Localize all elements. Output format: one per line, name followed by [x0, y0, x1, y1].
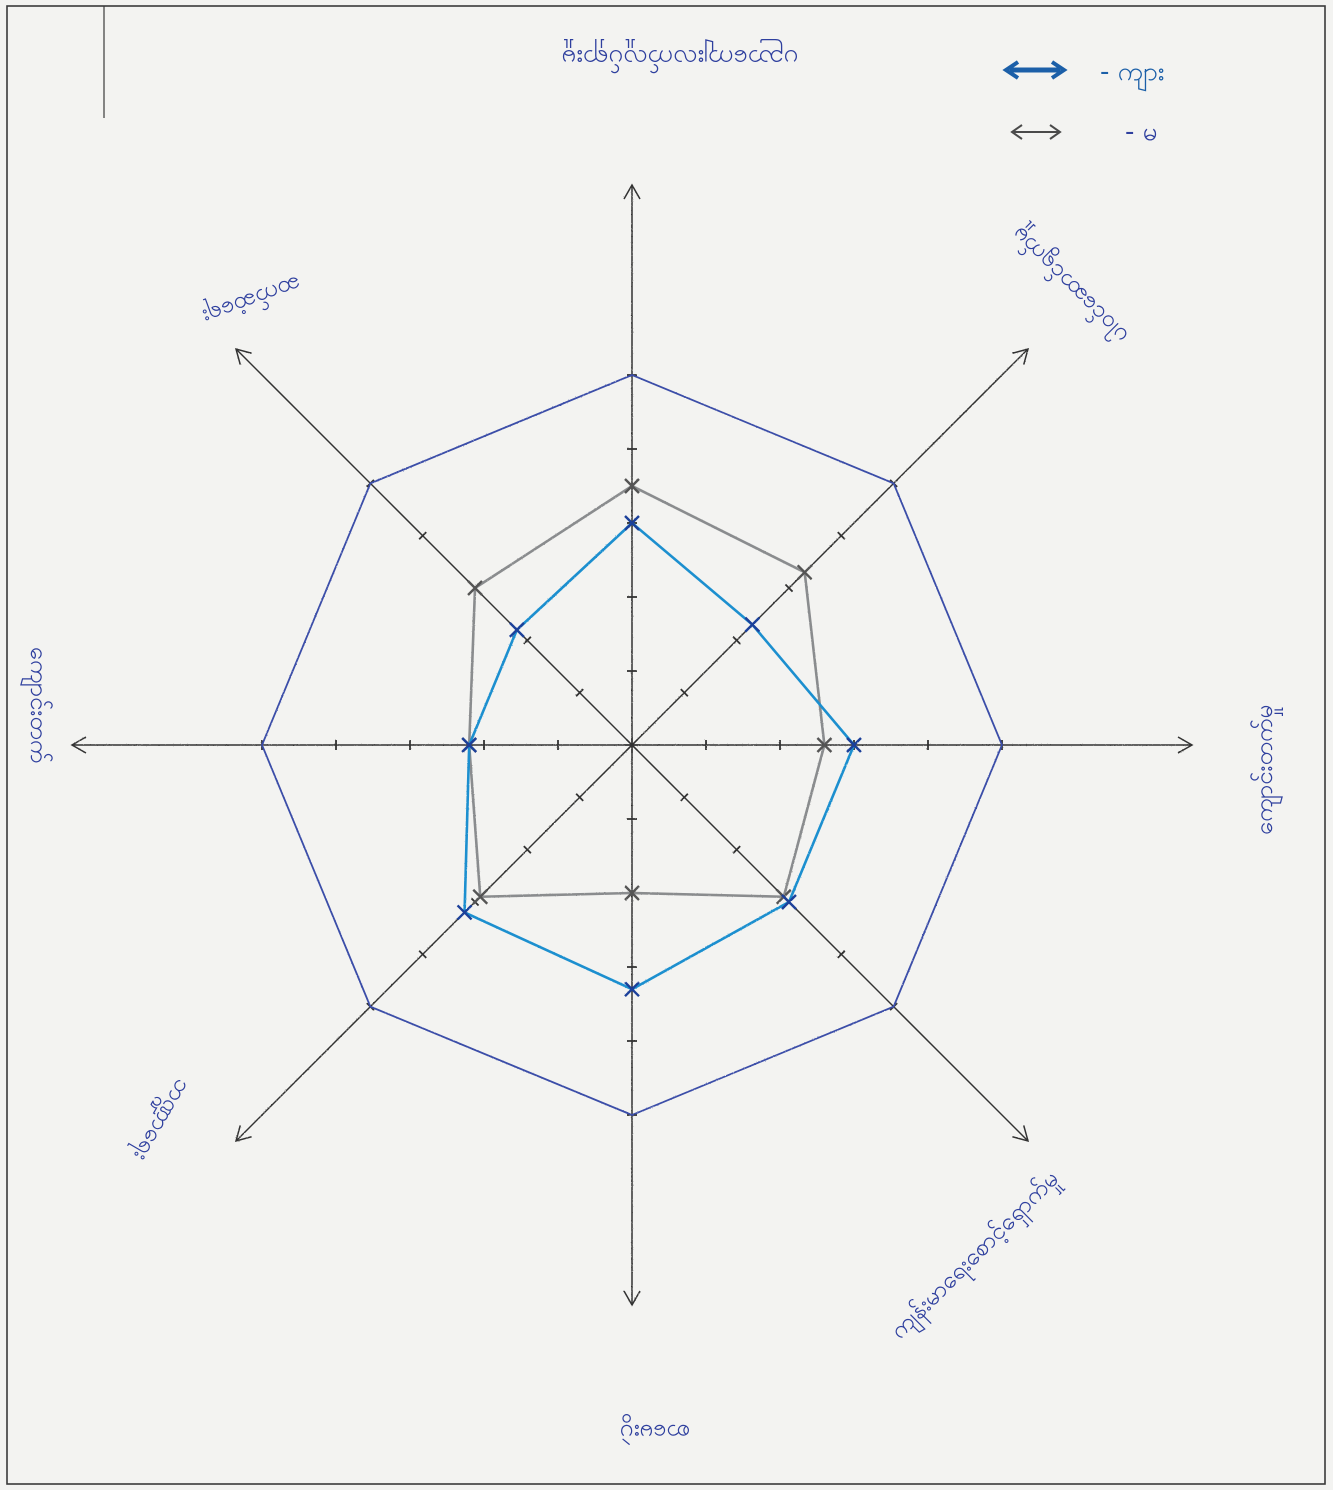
- series-1-point-0: [624, 478, 640, 494]
- axis-label-2: ကျောင်းတက်မှု: [1249, 705, 1283, 835]
- series-0-point-4: [624, 981, 640, 998]
- axis-tick-1-4: [837, 531, 846, 540]
- axis-arrow-icon-5: [234, 1125, 252, 1143]
- series-0-point-5: [456, 904, 473, 921]
- legend: - ကျား - မ: [1002, 57, 1165, 147]
- axis-tick-7-2: [523, 636, 532, 645]
- axis-line-7: [235, 348, 639, 752]
- axis-tick-5-2: [523, 845, 532, 854]
- axis-line-5: [235, 738, 639, 1142]
- axis-line-1: [625, 348, 1029, 752]
- axis-tick-1-3: [784, 583, 794, 593]
- legend-arrow-left-icon: [1002, 60, 1020, 80]
- axis-arrow-icon-6: [70, 736, 87, 754]
- legend-arrow-left-icon: [1010, 124, 1023, 140]
- outer-polygon-layer: [261, 374, 1003, 1116]
- axis-arrow-icon-2: [1177, 736, 1194, 754]
- legend-item-female: - မ: [1010, 117, 1158, 147]
- axis-tick-1-1: [680, 688, 689, 697]
- axis-line-3: [625, 738, 1029, 1142]
- axis-tick-3-1: [680, 793, 689, 802]
- series-1-point-1: [796, 564, 813, 581]
- axis-arrow-icon-0: [623, 183, 641, 200]
- axis-label-6: ကျောင်းတက်: [20, 647, 54, 763]
- series-0-point-1: [744, 616, 761, 633]
- legend-label-male: - ကျား: [1100, 57, 1165, 92]
- axis-arrow-icon-3: [1012, 1125, 1030, 1143]
- axis-tick-3-2: [732, 845, 741, 854]
- series-layer: [456, 478, 862, 998]
- series-1-point-2: [816, 737, 833, 753]
- paper-border: [6, 5, 1326, 1485]
- legend-label-female: - မ: [1125, 117, 1158, 147]
- legend-item-male: - ကျား: [1002, 57, 1165, 92]
- axis-tick-5-4: [418, 950, 427, 959]
- axis-tick-1-2: [732, 636, 741, 645]
- legend-arrow-right-icon: [1050, 60, 1068, 80]
- axis-label-0: ပညာကျေးလက်လှုပ်ရှားမှု: [561, 39, 798, 75]
- axis-arrow-icon-1: [1012, 347, 1030, 365]
- series-0-point-3: [781, 894, 797, 910]
- axis-tick-5-1: [575, 793, 584, 802]
- series-0-point-0: [624, 515, 640, 531]
- series-1-point-4: [624, 885, 640, 901]
- series-1-point-5: [472, 888, 489, 905]
- axis-arrow-icon-4: [623, 1290, 641, 1307]
- series-0-point-6: [461, 737, 478, 753]
- axis-tick-7-4: [418, 531, 427, 540]
- axes-layer: [70, 183, 1194, 1307]
- axis-tick-3-4: [837, 950, 846, 959]
- axis-arrow-icon-7: [234, 347, 252, 365]
- axis-tick-7-1: [575, 688, 584, 697]
- outer-polygon: [261, 374, 1003, 1116]
- series-0-point-2: [846, 737, 862, 753]
- series-1-point-7: [467, 580, 483, 596]
- legend-arrow-right-icon: [1049, 124, 1062, 140]
- series-0-point-7: [509, 622, 525, 638]
